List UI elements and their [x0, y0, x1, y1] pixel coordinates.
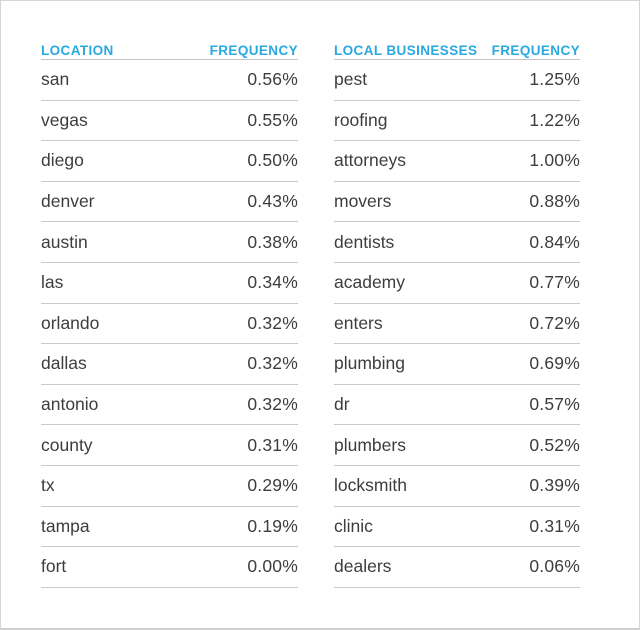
row-term: dentists: [334, 231, 395, 252]
row-frequency: 0.32%: [247, 353, 298, 374]
row-term: las: [41, 272, 64, 293]
row-frequency: 0.43%: [247, 191, 298, 212]
table-row: locksmith 0.39%: [334, 466, 580, 507]
table-body: san 0.56% vegas 0.55% diego 0.50% denver 0.43% a…: [41, 60, 298, 588]
table-row: san 0.56%: [41, 60, 298, 101]
row-term: denver: [41, 191, 95, 212]
row-frequency: 1.25%: [529, 69, 580, 90]
table-row: roofing 1.22%: [334, 101, 580, 142]
table-row: dealers 0.06%: [334, 547, 580, 588]
row-frequency: 0.69%: [529, 353, 580, 374]
row-term: plumbing: [334, 353, 406, 374]
table-row: plumbers 0.52%: [334, 425, 580, 466]
row-frequency: 0.32%: [247, 394, 298, 415]
table-header-row: LOCAL BUSINESSES FREQUENCY: [334, 34, 580, 60]
row-term: tampa: [41, 515, 90, 536]
row-frequency: 0.00%: [247, 556, 298, 577]
row-term: dallas: [41, 353, 87, 374]
row-term: clinic: [334, 515, 373, 536]
row-term: county: [41, 434, 93, 455]
row-term: dr: [334, 394, 350, 415]
row-frequency: 0.39%: [529, 475, 580, 496]
table-row: orlando 0.32%: [41, 304, 298, 345]
row-frequency: 0.84%: [529, 231, 580, 252]
table-row: enters 0.72%: [334, 304, 580, 345]
row-frequency: 1.22%: [529, 109, 580, 130]
table-row: attorneys 1.00%: [334, 141, 580, 182]
row-frequency: 0.06%: [529, 556, 580, 577]
row-frequency: 0.32%: [247, 312, 298, 333]
row-frequency: 0.31%: [529, 515, 580, 536]
row-term: san: [41, 69, 70, 90]
table-row: tx 0.29%: [41, 466, 298, 507]
row-term: locksmith: [334, 475, 407, 496]
row-frequency: 1.00%: [529, 150, 580, 171]
row-term: pest: [334, 69, 368, 90]
table-row: clinic 0.31%: [334, 507, 580, 548]
table-row: dallas 0.32%: [41, 344, 298, 385]
row-term: movers: [334, 191, 392, 212]
table-row: county 0.31%: [41, 425, 298, 466]
table-row: antonio 0.32%: [41, 385, 298, 426]
row-frequency: 0.31%: [247, 434, 298, 455]
table-row: academy 0.77%: [334, 263, 580, 304]
row-term: enters: [334, 312, 383, 333]
row-term: attorneys: [334, 150, 406, 171]
row-term: fort: [41, 556, 67, 577]
table-row: dr 0.57%: [334, 385, 580, 426]
table-header-row: LOCATION FREQUENCY: [41, 34, 298, 60]
table-row: diego 0.50%: [41, 141, 298, 182]
row-term: roofing: [334, 109, 388, 130]
table-row: movers 0.88%: [334, 182, 580, 223]
row-frequency: 0.50%: [247, 150, 298, 171]
table-row: dentists 0.84%: [334, 222, 580, 263]
column-header-frequency: FREQUENCY: [209, 43, 298, 58]
row-frequency: 0.29%: [247, 475, 298, 496]
table-row: plumbing 0.69%: [334, 344, 580, 385]
row-term: dealers: [334, 556, 392, 577]
row-frequency: 0.72%: [529, 312, 580, 333]
table-row: fort 0.00%: [41, 547, 298, 588]
row-term: antonio: [41, 394, 99, 415]
row-term: orlando: [41, 312, 100, 333]
table-row: las 0.34%: [41, 263, 298, 304]
row-frequency: 0.34%: [247, 272, 298, 293]
row-frequency: 0.19%: [247, 515, 298, 536]
column-header-location: LOCATION: [41, 43, 114, 58]
column-header-local-businesses: LOCAL BUSINESSES: [334, 43, 478, 58]
row-frequency: 0.38%: [247, 231, 298, 252]
location-frequency-table: LOCATION FREQUENCY san 0.56% vegas 0.55% die…: [41, 34, 298, 588]
table-row: pest 1.25%: [334, 60, 580, 101]
table-row: tampa 0.19%: [41, 507, 298, 548]
row-frequency: 0.56%: [247, 69, 298, 90]
row-term: academy: [334, 272, 406, 293]
row-term: diego: [41, 150, 84, 171]
row-term: austin: [41, 231, 88, 252]
row-term: tx: [41, 475, 55, 496]
row-frequency: 0.52%: [529, 434, 580, 455]
table-row: denver 0.43%: [41, 182, 298, 223]
local-businesses-frequency-table: LOCAL BUSINESSES FREQUENCY pest 1.25% roof…: [334, 34, 580, 588]
table-row: vegas 0.55%: [41, 101, 298, 142]
row-frequency: 0.77%: [529, 272, 580, 293]
row-term: vegas: [41, 109, 88, 130]
row-term: plumbers: [334, 434, 406, 455]
row-frequency: 0.88%: [529, 191, 580, 212]
table-body: pest 1.25% roofing 1.22% attorneys 1.00% mover…: [334, 60, 580, 588]
table-row: austin 0.38%: [41, 222, 298, 263]
row-frequency: 0.57%: [529, 394, 580, 415]
column-header-frequency: FREQUENCY: [491, 43, 580, 58]
row-frequency: 0.55%: [247, 109, 298, 130]
